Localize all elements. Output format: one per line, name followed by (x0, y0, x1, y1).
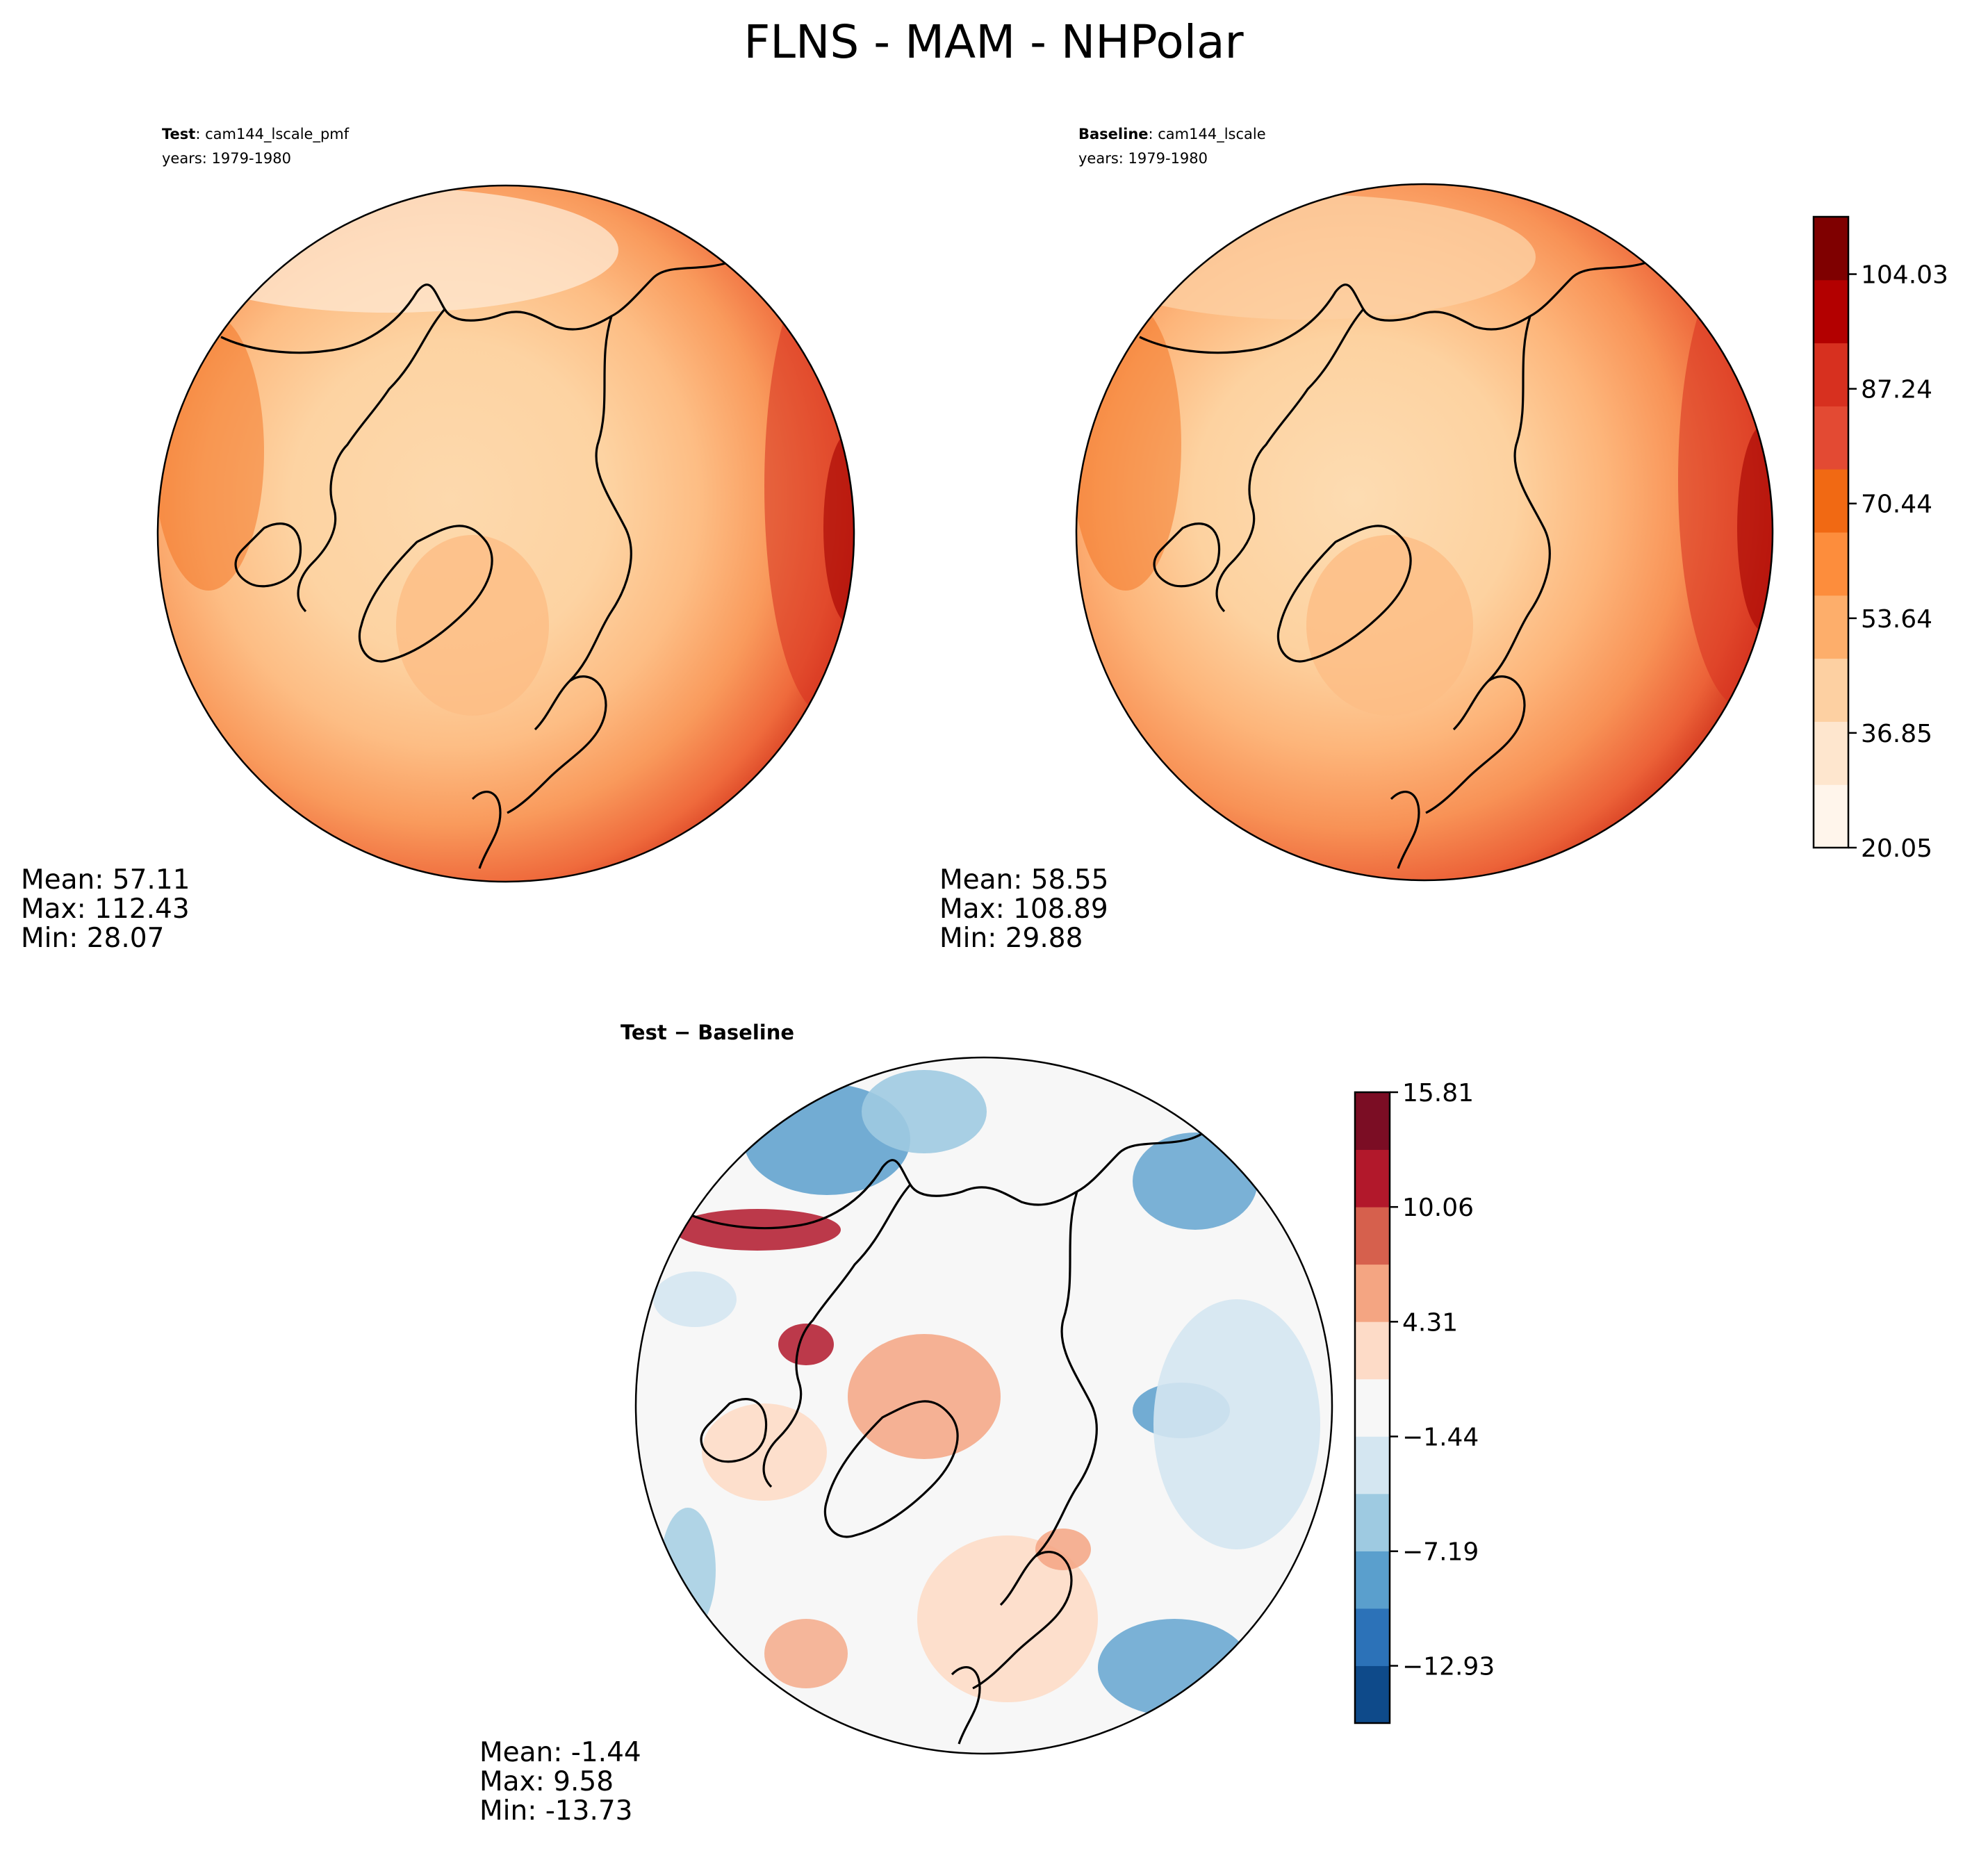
diff-colorbar-segment-7 (1355, 1264, 1390, 1322)
diff-coastlines (684, 1110, 1231, 1745)
diff-colorbar-segment-8 (1355, 1207, 1390, 1265)
baseline-panel-label: Baseline: cam144_lscale (1078, 126, 1266, 143)
main-colorbar-segment-0 (1814, 784, 1848, 848)
main-colorbar-tick-label-2: 53.64 (1861, 605, 1932, 634)
diff-colorbar-tick-label-1: −7.19 (1402, 1538, 1479, 1567)
diff-title: Test − Baseline (621, 1021, 794, 1044)
diff-min: Min: -13.73 (479, 1795, 632, 1827)
diff-colorbar-segment-1 (1355, 1608, 1390, 1666)
test-label-bold: Test (162, 126, 195, 142)
diff-colorbar-segment-0 (1355, 1665, 1390, 1724)
main-colorbar-tick-label-0: 20.05 (1861, 834, 1932, 863)
main-colorbar-tick-label-5: 104.03 (1861, 261, 1948, 290)
test-min: Min: 28.07 (21, 923, 164, 954)
test-label-rest: : cam144_lscale_pmf (195, 126, 349, 143)
diff-colorbar-outline (1354, 1091, 1391, 1724)
test-map-border (156, 184, 855, 883)
diff-colorbar-tick-label-4: 10.06 (1402, 1194, 1474, 1222)
main-colorbar-tick-label-1: 36.85 (1861, 720, 1932, 748)
diff-colorbar: −12.93 −7.19 −1.44 4.31 10.06 15.81 (1354, 1079, 1495, 1724)
diff-colorbar-segment-2 (1355, 1551, 1390, 1609)
test-stats: Mean: 57.11 Max: 112.43 Min: 28.07 (21, 864, 190, 954)
baseline-coastlines (1139, 235, 1684, 869)
baseline-label-bold: Baseline (1078, 126, 1149, 142)
main-colorbar-segment-7 (1814, 343, 1848, 406)
diff-mean: Mean: -1.44 (479, 1737, 641, 1768)
main-colorbar-segment-6 (1814, 406, 1848, 470)
test-max: Max: 112.43 (21, 893, 190, 925)
diff-colorbar-segment-5 (1355, 1378, 1390, 1437)
main-colorbar-segment-4 (1814, 532, 1848, 596)
baseline-mean: Mean: 58.55 (939, 864, 1108, 896)
diff-colorbar-segment-6 (1355, 1321, 1390, 1380)
diff-colorbar-segment-4 (1355, 1436, 1390, 1494)
baseline-years: years: 1979-1980 (1078, 150, 1208, 167)
diff-colorbar-tick-label-5: 15.81 (1402, 1079, 1474, 1107)
main-colorbar-segment-3 (1814, 595, 1848, 659)
diff-colorbar-segment-3 (1355, 1493, 1390, 1551)
test-map-field (158, 186, 854, 882)
diff-colorbar-segment-9 (1355, 1149, 1390, 1208)
main-colorbar-tick-label-4: 87.24 (1861, 376, 1932, 404)
diff-colorbar-segment-10 (1355, 1092, 1390, 1151)
baseline-min: Min: 29.88 (939, 923, 1083, 954)
baseline-map-border (1075, 183, 1774, 882)
diff-colorbar-tick-label-2: −1.44 (1402, 1424, 1479, 1452)
diff-max: Max: 9.58 (479, 1766, 614, 1797)
test-years: years: 1979-1980 (162, 150, 291, 167)
main-colorbar-segment-8 (1814, 279, 1848, 344)
diff-colorbar-tick-label-0: −12.93 (1402, 1653, 1495, 1681)
main-colorbar-segment-9 (1814, 217, 1848, 281)
main-colorbar: 20.05 36.85 53.64 70.44 87.24 104.03 (1812, 215, 1948, 863)
baseline-stats: Mean: 58.55 Max: 108.89 Min: 29.88 (939, 864, 1108, 954)
baseline-panel: Baseline: cam144_lscale years: 1979-1980… (939, 126, 1774, 954)
main-colorbar-segment-5 (1814, 469, 1848, 533)
diff-stats: Mean: -1.44 Max: 9.58 Min: -13.73 (479, 1737, 641, 1827)
baseline-map-field (1076, 184, 1773, 880)
baseline-label-rest: : cam144_lscale (1149, 126, 1266, 143)
test-coastlines (220, 235, 766, 869)
baseline-max: Max: 108.89 (939, 893, 1108, 925)
diff-map-border (634, 1056, 1333, 1755)
main-colorbar-segment-2 (1814, 658, 1848, 722)
diff-panel: Test − Baseline (479, 1021, 1333, 1827)
test-panel: Test: cam144_lscale_pmf years: 1979-1980 (21, 126, 855, 954)
figure-title: FLNS - MAM - NHPolar (744, 15, 1244, 69)
diff-colorbar-tick-label-3: 4.31 (1402, 1308, 1458, 1337)
test-mean: Mean: 57.11 (21, 864, 190, 896)
main-colorbar-tick-label-3: 70.44 (1861, 491, 1932, 519)
main-colorbar-segment-1 (1814, 721, 1848, 785)
test-panel-label: Test: cam144_lscale_pmf (162, 126, 350, 143)
main-colorbar-outline (1812, 215, 1850, 849)
